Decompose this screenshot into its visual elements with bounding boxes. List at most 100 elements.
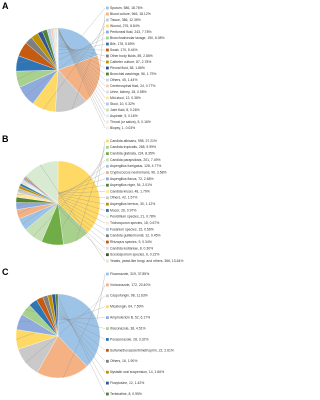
slice-label: Throat (or saliva), 5, 0.16% (110, 120, 151, 124)
leader-line (21, 166, 106, 225)
slice-label: Tissue, 386, 12.35% (110, 18, 141, 22)
label-swatch (106, 164, 109, 168)
label-swatch (106, 42, 109, 46)
label-swatch (106, 294, 109, 298)
label-swatch (106, 177, 109, 181)
slice-label: Voriconazole, 172, 20.40% (110, 283, 150, 287)
label-swatch (106, 240, 109, 244)
slice-label: Candida parapsilosis, 201, 7.49% (110, 158, 161, 162)
leader-line (51, 28, 106, 87)
leader-line (63, 284, 106, 378)
label-swatch (106, 370, 109, 374)
leader-line (57, 27, 106, 129)
slice-label: Itraconazole, 38, 4.51% (110, 326, 146, 330)
slice-label: Others, 45, 1.44% (110, 78, 137, 82)
slice-label: Swab, 170, 5.44% (110, 48, 138, 52)
label-swatch (106, 253, 109, 257)
label-swatch (106, 84, 109, 88)
label-swatch (106, 158, 109, 162)
leader-line (48, 28, 106, 81)
slice-label: Catheter culture, 87, 2.78% (110, 60, 151, 64)
leader-line (17, 172, 106, 215)
slice-label: Bronchial washings, 56, 1.79% (110, 72, 156, 76)
label-swatch (106, 36, 109, 40)
label-swatch (106, 152, 109, 156)
leader-line (25, 176, 106, 249)
label-swatch (106, 221, 109, 225)
slice-label: Others, 42, 1.57% (110, 196, 137, 200)
slice-label: Aspergillus niger, 54, 2.01% (110, 183, 152, 187)
label-swatch (106, 54, 109, 58)
slice-label: Nystatin oral suspension, 14, 1.66% (110, 370, 164, 374)
label-swatch (106, 126, 109, 130)
label-swatch (106, 145, 109, 149)
leader-line (49, 294, 106, 373)
label-swatch (106, 48, 109, 52)
slice-label: Candida glabrata, 224, 8.35% (110, 152, 155, 156)
label-swatch (106, 12, 109, 16)
leader-line (25, 295, 106, 363)
label-swatch (106, 392, 109, 396)
label-swatch (106, 108, 109, 112)
slice-label: Biopsy, 1, 0.03% (110, 126, 135, 130)
label-swatch (106, 348, 109, 352)
slice-label: Blood culture, 566, 18.12% (110, 12, 151, 16)
slice-label: Fusarium species, 15, 0.56% (110, 227, 154, 231)
label-swatch (106, 190, 109, 193)
slice-label: Urine, kidney, 18, 0.58% (110, 90, 147, 94)
slice-label: Stool, 10, 0.32% (110, 102, 135, 106)
label-swatch (106, 228, 109, 231)
slice-label: Micafungin, 64, 7.59% (110, 305, 144, 309)
leader-line (16, 37, 106, 80)
label-swatch (106, 196, 109, 200)
slice-label: Scedosporium species, 6, 0.22% (110, 253, 159, 257)
slice-label: Posaconazole, 28, 3.32% (110, 337, 148, 341)
leader-line (54, 28, 106, 99)
slice-label: Caspofungin, 98, 11.63% (110, 294, 148, 298)
label-swatch (106, 18, 109, 22)
label-swatch (106, 305, 109, 309)
label-swatch (106, 202, 109, 206)
slice-label: Mid-stool, 12, 0.38% (110, 96, 141, 100)
leader-line (25, 31, 106, 97)
leader-line (56, 293, 106, 395)
slice-label: Candida krusei, 48, 1.79% (110, 189, 150, 193)
label-swatch (106, 72, 109, 76)
label-swatch (106, 259, 109, 263)
label-swatch (106, 96, 109, 100)
leader-line (52, 153, 106, 245)
slice-label: Candida albicans, 998, 37.21% (110, 139, 157, 143)
slice-label: Other body fluids, 89, 2.85% (110, 54, 153, 58)
leader-line (43, 25, 106, 110)
label-swatch (106, 139, 109, 143)
label-swatch (106, 24, 109, 28)
label-swatch (106, 60, 109, 64)
slice-label: Cerebrospinal fluid, 24, 0.77% (110, 84, 155, 88)
label-swatch (106, 102, 109, 106)
panel-label: B (2, 134, 9, 144)
pie-slice (57, 293, 101, 367)
label-swatch (106, 120, 109, 124)
label-swatch (106, 272, 109, 276)
slice-label: Candida tropicalis, 268, 9.99% (110, 145, 156, 149)
slice-label: Aspergillus flavus, 72, 2.68% (110, 177, 154, 181)
label-swatch (106, 90, 109, 94)
leader-line (32, 159, 106, 237)
leader-line (82, 7, 106, 36)
slice-label: Bronchoalveolar lavage, 190, 6.08% (110, 36, 164, 40)
slice-label: Others, 16, 1.90% (110, 359, 137, 363)
slice-label: Aspergillus fumigatus, 128, 4.77% (110, 164, 161, 168)
label-swatch (106, 78, 109, 82)
figure: A Sputum, 586, 18.76% Blood culture, 566, … (2, 1, 183, 396)
label-swatch (106, 6, 109, 10)
slice-label: Trichosporon species, 18, 0.67% (110, 221, 159, 225)
slice-label: Bile, 178, 5.69% (110, 42, 135, 46)
slice-label: Amphotericin B, 52, 6.17% (110, 316, 150, 320)
slice-label: Aspergillus terreus, 30, 1.12% (110, 202, 155, 206)
slice-label: Cryptococcus neoformans, 96, 3.58% (110, 170, 167, 174)
slice-label: Terbinafine, 8, 0.95% (110, 392, 142, 396)
slice-label: Peritoneal fluid, 243, 7.78% (110, 30, 151, 34)
label-swatch (106, 209, 109, 212)
slice-label: Fluconazole, 319, 37.85% (110, 272, 149, 276)
slice-label: Sputum, 586, 18.76% (110, 6, 143, 10)
